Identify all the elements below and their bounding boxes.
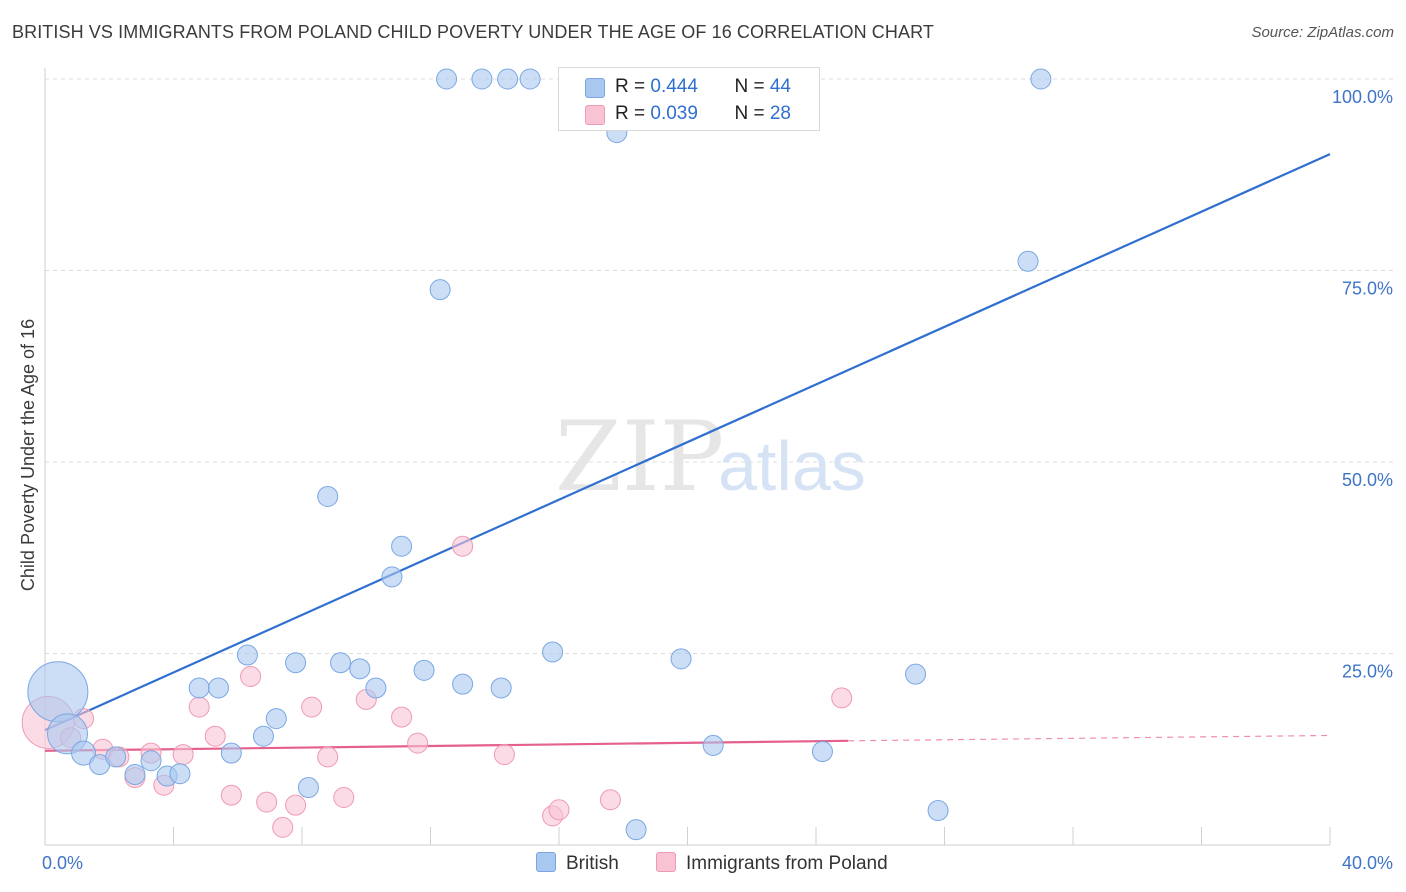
british-n-value: 44 [769, 76, 791, 97]
y-tick-labels: 25.0% 50.0% 75.0% 100.0% [1332, 87, 1393, 682]
british-point [236, 644, 258, 666]
british-point [471, 68, 493, 90]
british-point [391, 535, 413, 557]
british-point [542, 641, 564, 663]
british-point [252, 725, 274, 747]
legend-poland-label: Immigrants from Poland [686, 853, 888, 874]
british-point [27, 661, 89, 723]
british-r-label: R = [615, 76, 651, 97]
british-point [927, 800, 949, 822]
british-point [811, 741, 833, 763]
y-tick-label: 100.0% [1332, 87, 1393, 107]
poland-trend-extension [848, 734, 1331, 742]
poland-r-value: 0.039 [650, 103, 698, 124]
poland-point [831, 687, 853, 709]
poland-point [493, 744, 515, 766]
watermark-atlas: atlas [718, 427, 866, 505]
british-point [490, 677, 512, 699]
british-point [188, 677, 210, 699]
british-point [285, 652, 307, 674]
legend-british-label: British [566, 853, 619, 874]
british-point [670, 648, 692, 670]
watermark-zip: ZIP [555, 401, 724, 513]
legend-british-swatch [536, 852, 556, 872]
british-point [169, 763, 191, 785]
poland-point [285, 794, 307, 816]
british-point [71, 740, 97, 766]
british-point [1017, 250, 1039, 272]
x-tick-label-max: 40.0% [1342, 853, 1393, 873]
poland-point [256, 791, 278, 813]
watermark: ZIP atlas [555, 401, 866, 513]
british-point [140, 750, 162, 772]
british-point [413, 659, 435, 681]
poland-point [301, 696, 323, 718]
data-points [21, 68, 1052, 841]
poland-point [172, 744, 194, 766]
legend-british: British [536, 852, 619, 875]
british-point [1030, 68, 1052, 90]
poland-r-label: R = [615, 103, 651, 124]
british-point [497, 68, 519, 90]
british-point [349, 658, 371, 680]
poland-point [272, 816, 294, 838]
british-point [381, 566, 403, 588]
y-axis-label: Child Poverty Under the Age of 16 [18, 319, 38, 591]
poland-point [333, 787, 355, 809]
x-tick-labels: 0.0% 40.0% [42, 853, 1393, 873]
poland-n-value: 28 [769, 103, 791, 124]
poland-point [599, 789, 621, 811]
british-point [124, 764, 146, 786]
stats-legend: R = 0.444 N = 44 R = 0.039 N = 28 [558, 67, 820, 131]
poland-point [391, 706, 413, 728]
british-point [905, 663, 927, 685]
british-swatch [585, 78, 605, 98]
british-point [519, 68, 541, 90]
y-tick-label: 25.0% [1342, 662, 1393, 682]
poland-point [452, 535, 474, 557]
british-point [265, 708, 287, 730]
y-tick-label: 50.0% [1342, 470, 1393, 490]
british-point [365, 677, 387, 699]
grid-lines [45, 78, 1395, 654]
poland-point [548, 799, 570, 821]
poland-point [188, 696, 210, 718]
british-point [452, 673, 474, 695]
british-point [429, 279, 451, 301]
british-point [436, 68, 458, 90]
legend-poland-swatch [656, 852, 676, 872]
poland-point [220, 784, 242, 806]
poland-point [240, 665, 262, 687]
british-point [220, 742, 242, 764]
british-r-value: 0.444 [650, 76, 698, 97]
source-label: Source: ZipAtlas.com [1251, 24, 1394, 41]
chart-title: BRITISH VS IMMIGRANTS FROM POLAND CHILD … [12, 22, 934, 42]
poland-point [407, 732, 429, 754]
y-tick-label: 75.0% [1342, 279, 1393, 299]
british-point [702, 734, 724, 756]
british-point [105, 746, 127, 768]
british-point [330, 652, 352, 674]
poland-n-label: N = [734, 103, 770, 124]
british-point [625, 819, 647, 841]
british-trend-line [44, 153, 1331, 732]
british-point [317, 485, 339, 507]
british-n-label: N = [734, 76, 770, 97]
poland-trend-line [44, 739, 849, 752]
legend-poland: Immigrants from Poland [656, 852, 888, 875]
british-point [297, 777, 319, 799]
poland-point [317, 746, 339, 768]
poland-swatch [585, 105, 605, 125]
british-point [207, 677, 229, 699]
x-tick-label-min: 0.0% [42, 853, 83, 873]
poland-point [204, 725, 226, 747]
